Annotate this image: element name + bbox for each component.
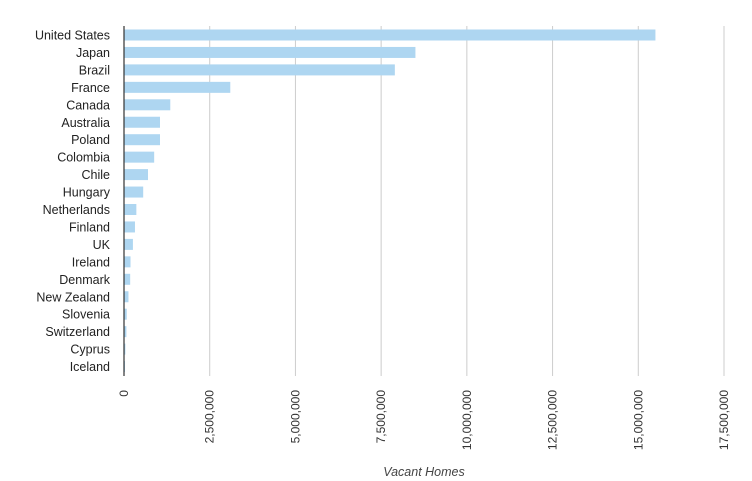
x-tick-label: 17,500,000 — [717, 390, 731, 450]
bar — [124, 238, 133, 250]
bar — [124, 273, 131, 285]
bar — [124, 221, 135, 233]
bar — [124, 204, 137, 215]
category-label: Chile — [82, 168, 111, 182]
bar — [124, 134, 160, 146]
gridlines — [209, 26, 725, 376]
x-tick-labels: 0 2,500,000 5,000,000 7,500,000 10,000,000 12… — [117, 390, 731, 450]
category-label: Slovenia — [62, 308, 110, 322]
category-labels: United States Japan Brazil France Canada Aust… — [35, 29, 111, 375]
bar — [124, 46, 416, 58]
x-tick-label: 7,500,000 — [374, 390, 388, 444]
bars — [124, 29, 656, 373]
category-label: Cyprus — [70, 343, 110, 357]
x-tick-label: 12,500,000 — [546, 390, 560, 450]
bar — [124, 99, 171, 111]
category-label: Ireland — [72, 255, 110, 269]
category-label: Denmark — [59, 273, 110, 287]
x-tick-label: 0 — [117, 390, 131, 397]
category-label: Japan — [76, 46, 110, 60]
category-label: Switzerland — [45, 325, 110, 339]
category-label: Hungary — [63, 186, 111, 200]
bar — [124, 151, 155, 163]
bar — [124, 308, 127, 320]
bar — [124, 64, 395, 76]
category-label: Iceland — [70, 360, 110, 374]
bar — [124, 81, 231, 93]
bar — [124, 291, 129, 303]
x-tick-label: 15,000,000 — [631, 390, 645, 450]
bar — [124, 343, 126, 355]
bar — [124, 186, 144, 198]
category-label: France — [71, 81, 110, 95]
bar — [124, 256, 131, 268]
x-tick-label: 5,000,000 — [288, 390, 302, 444]
category-label: UK — [93, 238, 111, 252]
category-label: Poland — [71, 133, 110, 147]
x-tick-label: 10,000,000 — [460, 390, 474, 450]
category-label: Colombia — [57, 151, 110, 165]
x-axis-title: Vacant Homes — [383, 465, 465, 479]
bar — [124, 169, 148, 181]
category-label: Brazil — [79, 63, 110, 77]
bar — [124, 326, 127, 338]
bar — [124, 29, 656, 41]
category-label: Finland — [69, 220, 110, 234]
x-tick-label: 2,500,000 — [203, 390, 217, 444]
category-label: Netherlands — [43, 203, 110, 217]
category-label: United States — [35, 29, 110, 43]
category-label: Australia — [61, 116, 110, 130]
bar — [124, 116, 160, 128]
category-label: New Zealand — [36, 290, 110, 304]
category-label: Canada — [66, 98, 110, 112]
